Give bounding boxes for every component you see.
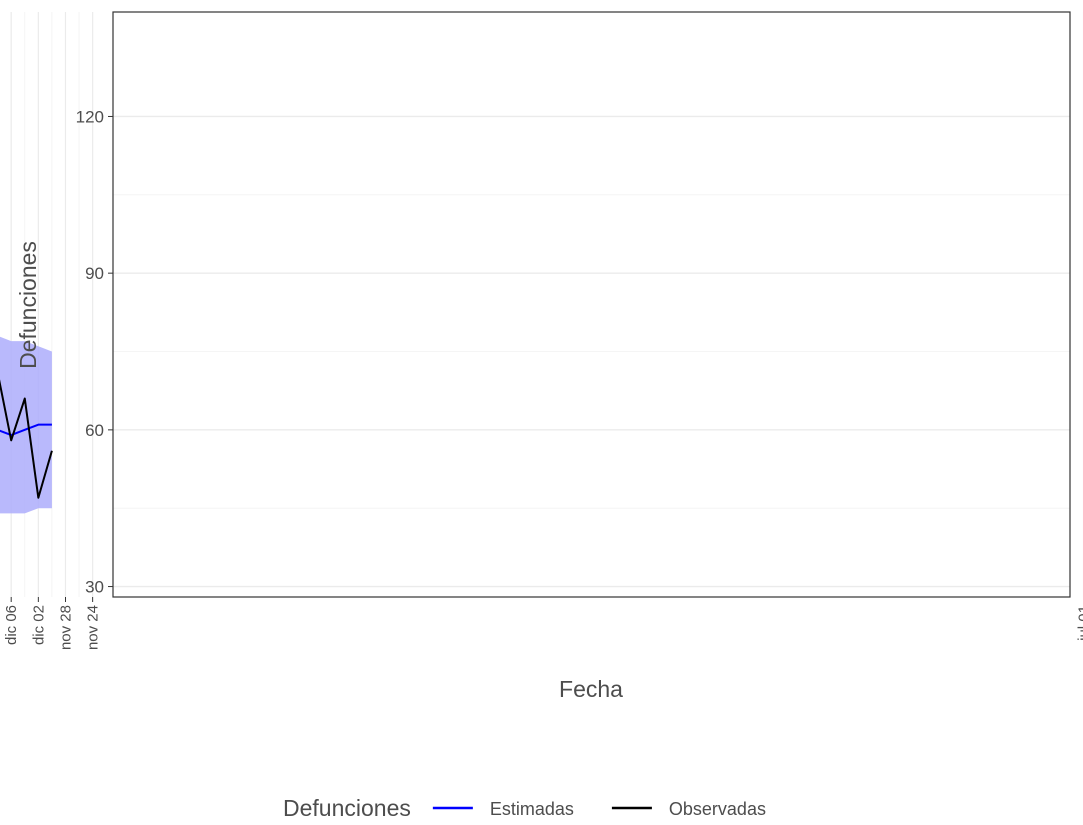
panel-border (112, 11, 1071, 598)
y-axis-title: Defunciones (15, 241, 41, 369)
confidence-band (0, 336, 52, 514)
x-tick-label: dic 02 (30, 605, 47, 645)
legend-label: Observadas (669, 799, 766, 819)
x-tick-label: dic 06 (3, 605, 20, 645)
legend: Defunciones Estimadas Observadas (283, 795, 766, 821)
x-tick-label: nov 24 (85, 605, 102, 650)
y-tick-label: 90 (85, 264, 104, 283)
x-tick-label: nov 28 (57, 605, 74, 650)
x-axis-title: Fecha (559, 676, 623, 702)
legend-title: Defunciones (283, 795, 411, 821)
y-tick-label: 60 (85, 421, 104, 440)
legend-label: Estimadas (490, 799, 574, 819)
y-tick-label: 120 (76, 107, 104, 126)
plot-area (0, 336, 53, 514)
y-tick-label: 30 (85, 578, 104, 597)
x-tick-label: jul 01 (1076, 605, 1083, 642)
panel (113, 12, 1070, 597)
